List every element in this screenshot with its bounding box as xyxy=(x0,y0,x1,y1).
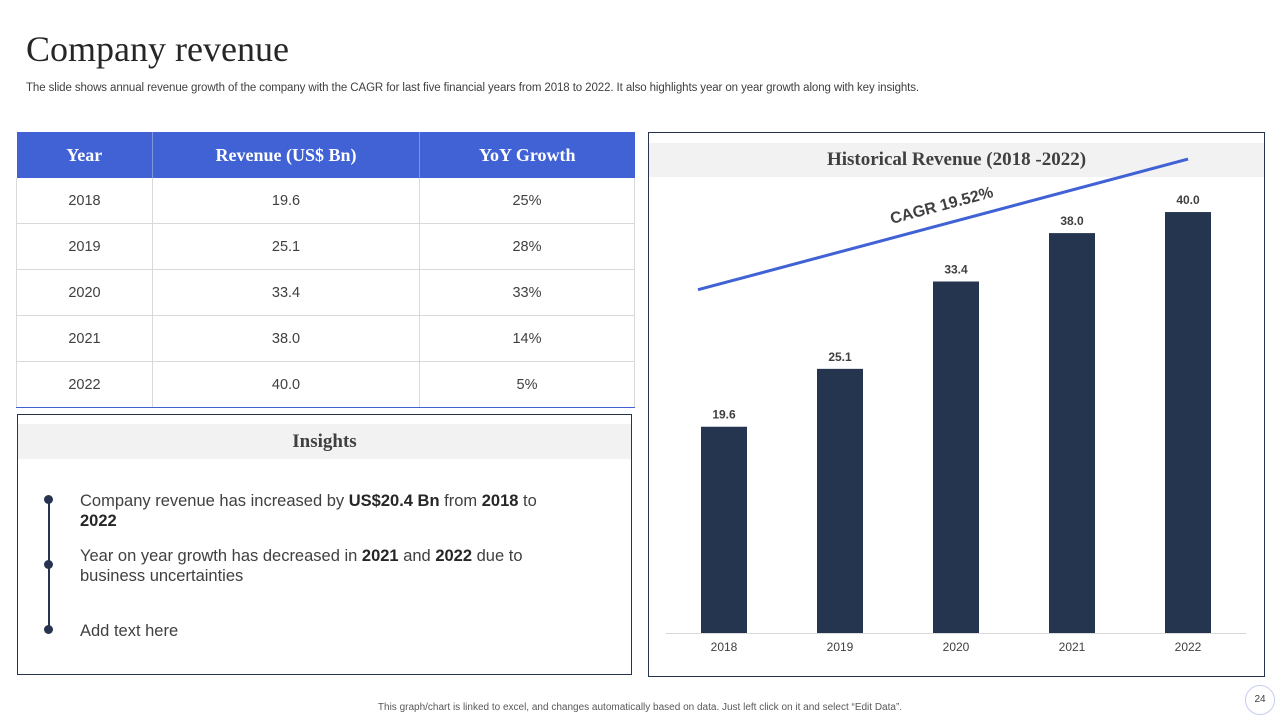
header-revenue: Revenue (US$ Bn) xyxy=(152,132,420,178)
cell-revenue: 38.0 xyxy=(152,315,420,362)
cell-year: 2022 xyxy=(16,361,153,408)
revenue-table: Year Revenue (US$ Bn) YoY Growth 2018 19… xyxy=(16,132,635,408)
insight-highlight: 2022 xyxy=(435,547,473,565)
x-tick-label: 2019 xyxy=(827,640,854,654)
insight-highlight: US$20.4 Bn xyxy=(348,492,440,510)
cell-year: 2018 xyxy=(16,178,153,224)
cell-revenue: 25.1 xyxy=(152,223,420,270)
cell-growth: 5% xyxy=(419,361,635,408)
table-row: 2018 19.6 25% xyxy=(16,178,635,224)
cell-growth: 14% xyxy=(419,315,635,362)
bar-value-label: 19.6 xyxy=(712,408,736,422)
insights-panel: Insights Company revenue has increased b… xyxy=(17,414,632,675)
bar-2022 xyxy=(1165,212,1211,634)
cell-growth: 33% xyxy=(419,269,635,316)
cell-growth: 25% xyxy=(419,178,635,224)
x-tick-label: 2020 xyxy=(943,640,970,654)
insight-text: to xyxy=(518,492,537,510)
cell-year: 2019 xyxy=(16,223,153,270)
cell-growth: 28% xyxy=(419,223,635,270)
insight-highlight: 2022 xyxy=(80,512,117,530)
cagr-annotation: CAGR 19.52% xyxy=(889,184,996,228)
header-year: Year xyxy=(16,132,153,178)
bar-2021 xyxy=(1049,233,1095,633)
bar-value-label: 25.1 xyxy=(828,350,852,364)
table-row: 2020 33.4 33% xyxy=(16,269,635,316)
bar-2019 xyxy=(817,368,863,633)
header-yoy-growth: YoY Growth xyxy=(419,132,635,178)
bullet-dot-icon xyxy=(44,560,53,569)
x-tick-label: 2022 xyxy=(1175,640,1202,654)
insight-highlight: 2021 xyxy=(361,547,399,565)
insight-item-3: Add text here xyxy=(80,621,550,641)
insight-text: due to business uncertainties xyxy=(80,547,523,585)
x-tick-label: 2021 xyxy=(1059,640,1086,654)
cell-revenue: 40.0 xyxy=(152,361,420,408)
cell-year: 2021 xyxy=(16,315,153,362)
insights-title: Insights xyxy=(18,424,631,459)
page-number: 24 xyxy=(1245,685,1275,715)
bar-value-label: 33.4 xyxy=(944,263,968,277)
chart-title: Historical Revenue (2018 -2022) xyxy=(649,143,1264,177)
bar-value-label: 40.0 xyxy=(1176,193,1200,207)
revenue-bar-chart: 19.6 2018 25.1 2019 33.4 2020 38.0 2021 40.0 2022… xyxy=(666,157,1246,654)
cell-year: 2020 xyxy=(16,269,153,316)
bar-2020 xyxy=(933,281,979,633)
table-header-row: Year Revenue (US$ Bn) YoY Growth xyxy=(16,132,635,178)
bar-value-label: 38.0 xyxy=(1060,214,1084,228)
insight-text: from xyxy=(439,492,482,510)
bullet-dot-icon xyxy=(44,495,53,504)
insight-text: Year on year growth has decreased in xyxy=(80,547,362,565)
cell-revenue: 19.6 xyxy=(152,178,420,224)
cagr-trend-line xyxy=(697,157,1189,292)
cell-revenue: 33.4 xyxy=(152,269,420,316)
table-row: 2022 40.0 5% xyxy=(16,361,635,408)
insight-item-1: Company revenue has increased by US$20.4… xyxy=(80,491,550,531)
x-tick-label: 2018 xyxy=(711,640,738,654)
page-subtitle: The slide shows annual revenue growth of… xyxy=(26,82,919,94)
insight-text: and xyxy=(398,547,436,565)
insight-text: Add text here xyxy=(80,622,179,640)
insight-highlight: 2018 xyxy=(481,492,519,510)
table-row: 2019 25.1 28% xyxy=(16,223,635,270)
insight-item-2: Year on year growth has decreased in 202… xyxy=(80,546,525,586)
table-row: 2021 38.0 14% xyxy=(16,315,635,362)
bar-2018 xyxy=(701,426,747,633)
footer-note: This graph/chart is linked to excel, and… xyxy=(377,702,903,713)
revenue-chart-panel: Historical Revenue (2018 -2022) 19.6 2018… xyxy=(648,132,1265,677)
page-title: Company revenue xyxy=(26,29,289,69)
insight-text: Company revenue has increased by xyxy=(80,492,349,510)
bullet-dot-icon xyxy=(44,625,53,634)
